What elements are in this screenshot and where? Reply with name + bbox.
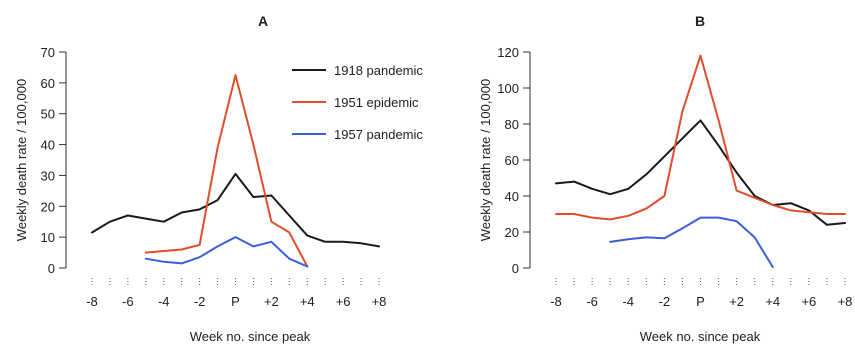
- panel-a-legend: 1918 pandemic 1951 epidemic 1957 pandemic: [292, 63, 423, 142]
- panel-a-y-axis: 0 10 20 30 40 50 60 70: [41, 45, 67, 276]
- panel-b-x-tick-label-plus4: +4: [765, 294, 780, 309]
- panel-b-x-tick-label-plus2: +2: [729, 294, 744, 309]
- panel-a-y-tick-label-10: 10: [41, 230, 55, 245]
- panel-a-y-tick-label-40: 40: [41, 138, 55, 153]
- panel-b-y-tick-label-20: 20: [505, 225, 519, 240]
- panel-b-x-axis-label: Week no. since peak: [640, 329, 761, 344]
- panel-b-x-tick-label-minus4: -4: [622, 294, 634, 309]
- panel-a-y-tick-label-60: 60: [41, 76, 55, 91]
- panel-b-x-tick-label-plus6: +6: [801, 294, 816, 309]
- panel-a-series: [91, 74, 380, 268]
- panel-b-title: B: [695, 13, 705, 29]
- panel-b-x-axis: -8 -6 -4 -2 P +2 +4 +6 +8: [550, 278, 852, 309]
- panel-a-y-tick-label-0: 0: [48, 261, 55, 276]
- panel-b-series-1957-pandemic: [609, 216, 774, 269]
- panel-a-x-tick-label-minus6: -6: [122, 294, 134, 309]
- panel-b: B Weekly death rate / 100,000 Week no. s…: [478, 13, 852, 344]
- panel-b-y-axis: 0 20 40 60 80 100 120: [497, 45, 531, 276]
- panel-b-y-tick-label-120: 120: [497, 45, 519, 60]
- panel-a-x-tick-label-plus8: +8: [372, 294, 387, 309]
- panel-a-x-tick-label-plus2: +2: [264, 294, 279, 309]
- panel-b-series-1918-pandemic: [555, 119, 846, 226]
- panel-a-y-tick-label-30: 30: [41, 168, 55, 183]
- panel-a-title: A: [258, 13, 268, 29]
- panel-a-x-tick-label-minus2: -2: [194, 294, 206, 309]
- panel-a-y-tick-label-20: 20: [41, 199, 55, 214]
- panel-a-series-1918-pandemic: [91, 172, 380, 248]
- panel-a-y-axis-label: Weekly death rate / 100,000: [14, 79, 29, 241]
- panel-b-y-tick-label-100: 100: [497, 81, 519, 96]
- panel-b-series-1951-epidemic: [555, 54, 846, 221]
- panel-b-x-tick-label-minus6: -6: [586, 294, 598, 309]
- panel-b-x-tick-label-minus8: -8: [550, 294, 562, 309]
- panel-b-x-tick-label-minus2: -2: [659, 294, 671, 309]
- panel-a-x-tick-label-plus4: +4: [300, 294, 315, 309]
- panel-b-y-tick-label-60: 60: [505, 153, 519, 168]
- panel-b-y-tick-label-80: 80: [505, 117, 519, 132]
- panel-a-series-1951-epidemic: [144, 74, 309, 268]
- panel-b-y-axis-label: Weekly death rate / 100,000: [478, 79, 493, 241]
- panel-a-x-tick-label-p: P: [231, 294, 240, 309]
- panel-b-x-tick-label-plus8: +8: [838, 294, 853, 309]
- panel-b-y-tick-label-40: 40: [505, 189, 519, 204]
- panel-a-y-tick-label-50: 50: [41, 107, 55, 122]
- panel-a-y-tick-label-70: 70: [41, 45, 55, 60]
- panel-a-series-1957-pandemic: [144, 236, 309, 268]
- panel-a-x-tick-label-plus6: +6: [336, 294, 351, 309]
- legend-label-1957-pandemic: 1957 pandemic: [334, 127, 423, 142]
- legend-label-1918-pandemic: 1918 pandemic: [334, 63, 423, 78]
- panel-b-y-tick-label-0: 0: [512, 261, 519, 276]
- panel-a-x-axis: -8 -6 -4 -2 P +2 +4 +6 +8: [86, 278, 386, 309]
- panel-b-x-tick-label-p: P: [696, 294, 705, 309]
- panel-b-series: [555, 54, 846, 269]
- panel-a-x-tick-label-minus4: -4: [158, 294, 170, 309]
- legend-label-1951-epidemic: 1951 epidemic: [334, 95, 419, 110]
- panel-a-x-tick-label-minus8: -8: [86, 294, 98, 309]
- panel-a-x-axis-label: Week no. since peak: [190, 329, 311, 344]
- panel-a: A Weekly death rate / 100,000 Week no. s…: [14, 13, 423, 344]
